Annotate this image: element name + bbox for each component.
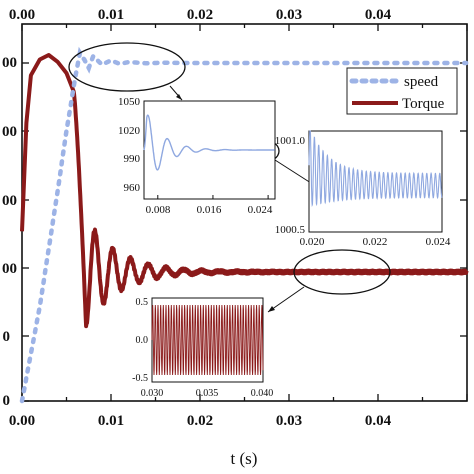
bottom-x-tick-label: 0.03 bbox=[276, 413, 302, 429]
left-y-tick-label: 00 bbox=[2, 55, 17, 71]
inset3-x-tick-label: 0.035 bbox=[196, 388, 219, 399]
zoom-ellipse-torque-steady bbox=[293, 249, 391, 295]
inset2-x-tick-label: 0.020 bbox=[300, 236, 325, 248]
top-x-tick-label: 0.00 bbox=[9, 7, 35, 23]
inset1-y-tick-label: 1020 bbox=[118, 125, 141, 137]
inset-speed-steady: 1001.0 1000.5 0.020 0.022 0.024 bbox=[275, 130, 451, 248]
left-y-tick-label: 00 bbox=[2, 193, 17, 209]
inset3-x-tick-label: 0.030 bbox=[141, 388, 164, 399]
inset2-y-tick-label: 1000.5 bbox=[275, 224, 306, 236]
inset1-y-tick-label: 990 bbox=[124, 153, 141, 165]
bottom-x-tick-label: 0.00 bbox=[9, 413, 35, 429]
zoom-ellipse-speed-peak bbox=[68, 42, 186, 92]
bottom-x-tick-label: 0.02 bbox=[187, 413, 213, 429]
inset2-speed-ripple-line bbox=[308, 130, 443, 208]
inset1-y-tick-label: 1050 bbox=[118, 96, 141, 108]
left-y-tick-label: 0 bbox=[3, 329, 11, 345]
bottom-x-tick-label: 0.01 bbox=[98, 413, 124, 429]
zoom-arrow-torque-steady bbox=[267, 286, 305, 313]
main-series-layer bbox=[19, 46, 469, 404]
x-axis-label: t (s) bbox=[231, 449, 258, 468]
inset3-y-tick-label: -0.5 bbox=[132, 373, 148, 384]
left-y-tick-label: 00 bbox=[2, 124, 17, 140]
inset3-y-tick-label: 0.5 bbox=[136, 297, 149, 308]
top-x-tick-label: 0.01 bbox=[98, 7, 124, 23]
left-y-tick-label: 0 bbox=[3, 393, 11, 409]
inset1-x-tick-label: 0.024 bbox=[248, 204, 273, 216]
legend-speed-label: speed bbox=[404, 74, 439, 90]
top-x-tick-label: 0.02 bbox=[187, 7, 213, 23]
inset2-x-tick-label: 0.024 bbox=[426, 236, 451, 248]
legend: speed Torque bbox=[346, 67, 458, 115]
left-y-tick-labels: 00 00 00 00 0 0 bbox=[2, 55, 17, 409]
inset2-y-tick-label: 1001.0 bbox=[275, 135, 306, 147]
speed-series-line bbox=[19, 46, 469, 404]
top-x-tick-label: 0.03 bbox=[276, 7, 302, 23]
inset1-speed-line bbox=[143, 114, 275, 171]
inset-speed-transient: 1050 1020 990 960 0.008 0.016 0.024 bbox=[118, 96, 276, 216]
legend-box bbox=[346, 67, 458, 115]
inset-torque-steady: 0.5 0.0 -0.5 0.030 0.035 0.040 bbox=[132, 297, 273, 399]
inset2-x-tick-label: 0.022 bbox=[363, 236, 388, 248]
bottom-x-tick-labels: 0.00 0.01 0.02 0.03 0.04 bbox=[9, 413, 392, 429]
inset3-torque-line bbox=[151, 304, 264, 376]
inset1-series-layer bbox=[143, 114, 275, 199]
inset1-x-tick-label: 0.008 bbox=[146, 204, 171, 216]
left-y-tick-label: 00 bbox=[2, 261, 17, 277]
inset2-series-layer bbox=[308, 130, 443, 208]
legend-torque-label: Torque bbox=[402, 96, 445, 112]
top-x-tick-labels: 0.00 0.01 0.02 0.03 0.04 bbox=[9, 7, 392, 23]
inset3-x-tick-label: 0.040 bbox=[251, 388, 274, 399]
torque-series-line bbox=[20, 53, 469, 329]
zoom-arrowhead bbox=[176, 94, 182, 100]
inset1-y-tick-label: 960 bbox=[124, 182, 141, 194]
inset3-y-tick-label: 0.0 bbox=[136, 335, 149, 346]
inset1-x-tick-label: 0.016 bbox=[197, 204, 222, 216]
top-x-tick-label: 0.04 bbox=[365, 7, 392, 23]
zoom-arrowhead bbox=[268, 306, 275, 312]
inset3-series-layer bbox=[151, 304, 264, 376]
bottom-x-tick-label: 0.04 bbox=[365, 413, 392, 429]
